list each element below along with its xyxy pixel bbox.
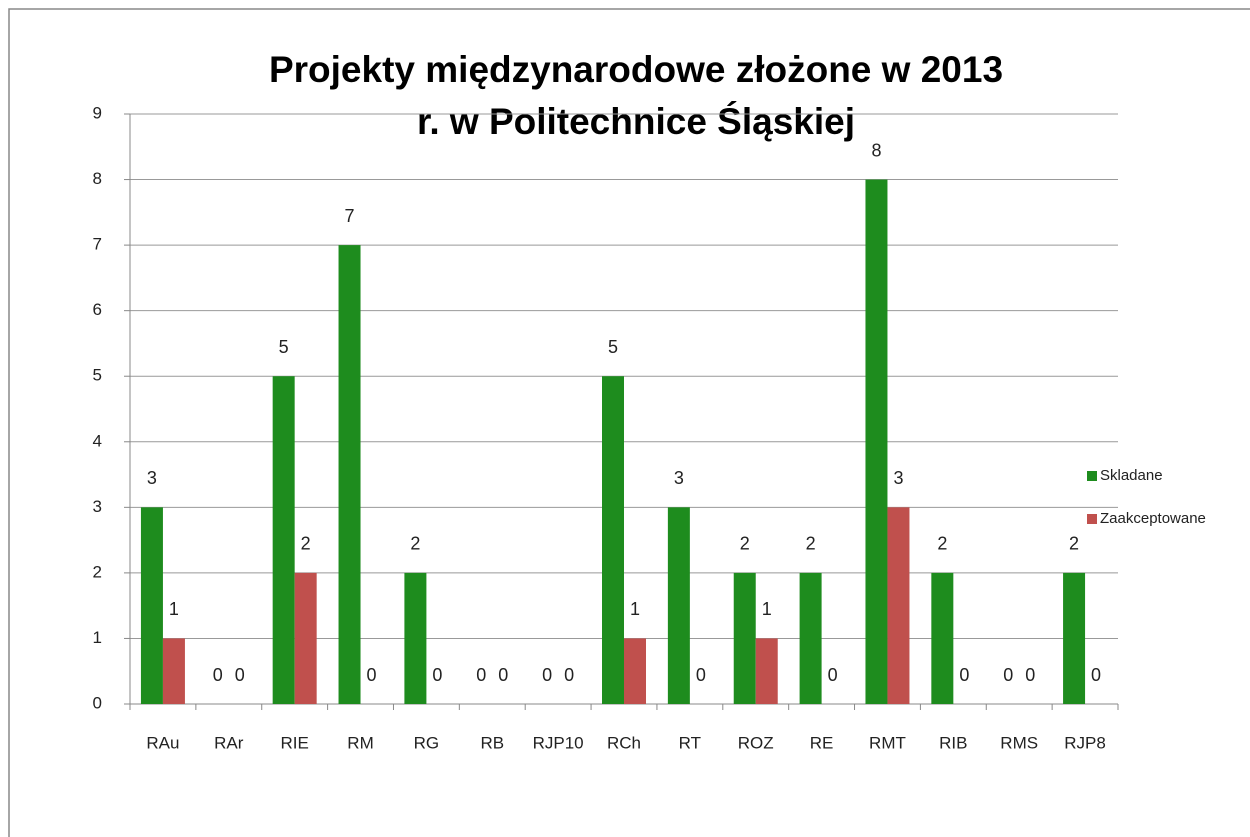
legend-swatch xyxy=(1087,471,1097,481)
y-tick-label: 6 xyxy=(93,300,102,319)
bar xyxy=(667,507,690,704)
data-label: 2 xyxy=(410,534,420,554)
x-tick-label: RM xyxy=(347,733,373,752)
legend-swatch xyxy=(1087,514,1097,524)
bar xyxy=(887,507,910,704)
bar xyxy=(865,179,888,705)
x-tick-label: RAr xyxy=(214,733,244,752)
data-label: 0 xyxy=(542,665,552,685)
y-tick-label: 0 xyxy=(93,693,102,712)
data-label: 7 xyxy=(345,206,355,226)
data-label: 0 xyxy=(564,665,574,685)
y-tick-label: 8 xyxy=(93,169,102,188)
bar xyxy=(624,638,646,704)
data-label: 1 xyxy=(762,599,772,619)
bar xyxy=(755,638,778,704)
data-label: 3 xyxy=(147,468,157,488)
x-tick-label: RCh xyxy=(607,733,641,752)
data-label: 0 xyxy=(1091,665,1101,685)
data-label: 0 xyxy=(432,665,442,685)
data-label: 0 xyxy=(235,665,245,685)
data-label: 8 xyxy=(871,140,881,160)
bar xyxy=(602,376,624,704)
chart-title: Projekty międzynarodowe złożone w 2013 xyxy=(269,49,1003,90)
y-tick-label: 4 xyxy=(93,431,102,450)
x-tick-label: RT xyxy=(679,733,701,752)
bar xyxy=(931,572,954,704)
data-label: 0 xyxy=(828,665,838,685)
x-tick-label: ROZ xyxy=(738,733,774,752)
data-label: 0 xyxy=(367,665,377,685)
data-label: 0 xyxy=(213,665,223,685)
data-label: 2 xyxy=(740,534,750,554)
x-tick-label: RIB xyxy=(939,733,967,752)
data-label: 2 xyxy=(806,534,816,554)
bar xyxy=(733,572,756,704)
bar xyxy=(140,507,163,704)
bar xyxy=(162,638,185,704)
bar xyxy=(338,245,361,704)
y-tick-label: 2 xyxy=(93,562,102,581)
bar xyxy=(294,572,317,704)
x-tick-label: RMT xyxy=(869,733,906,752)
x-tick-label: RJP10 xyxy=(533,733,584,752)
bar xyxy=(799,572,822,704)
x-tick-label: RMS xyxy=(1000,733,1038,752)
y-tick-label: 9 xyxy=(93,103,102,122)
data-label: 0 xyxy=(498,665,508,685)
bar xyxy=(404,572,427,704)
data-label: 1 xyxy=(169,599,179,619)
data-label: 5 xyxy=(279,337,289,357)
data-label: 2 xyxy=(1069,534,1079,554)
data-label: 0 xyxy=(1003,665,1013,685)
data-label: 2 xyxy=(937,534,947,554)
legend-label: Skladane xyxy=(1100,467,1163,484)
x-tick-label: RAu xyxy=(146,733,179,752)
x-tick-label: RG xyxy=(414,733,440,752)
x-tick-label: RE xyxy=(810,733,834,752)
y-tick-label: 7 xyxy=(93,235,102,254)
y-tick-label: 5 xyxy=(93,366,102,385)
data-label: 2 xyxy=(301,534,311,554)
data-label: 0 xyxy=(959,665,969,685)
data-label: 1 xyxy=(630,599,640,619)
data-label: 0 xyxy=(476,665,486,685)
data-label: 5 xyxy=(608,337,618,357)
data-label: 0 xyxy=(1025,665,1035,685)
legend-label: Zaakceptowane xyxy=(1100,510,1206,527)
data-label: 3 xyxy=(893,468,903,488)
x-tick-label: RIE xyxy=(280,733,308,752)
data-label: 0 xyxy=(696,665,706,685)
bar xyxy=(1063,572,1086,704)
y-tick-label: 1 xyxy=(93,628,102,647)
bar xyxy=(272,376,295,704)
x-tick-label: RB xyxy=(480,733,504,752)
data-label: 3 xyxy=(674,468,684,488)
x-tick-label: RJP8 xyxy=(1064,733,1106,752)
y-tick-label: 3 xyxy=(93,497,102,516)
chart-title: r. w Politechnice Śląskiej xyxy=(417,100,855,142)
